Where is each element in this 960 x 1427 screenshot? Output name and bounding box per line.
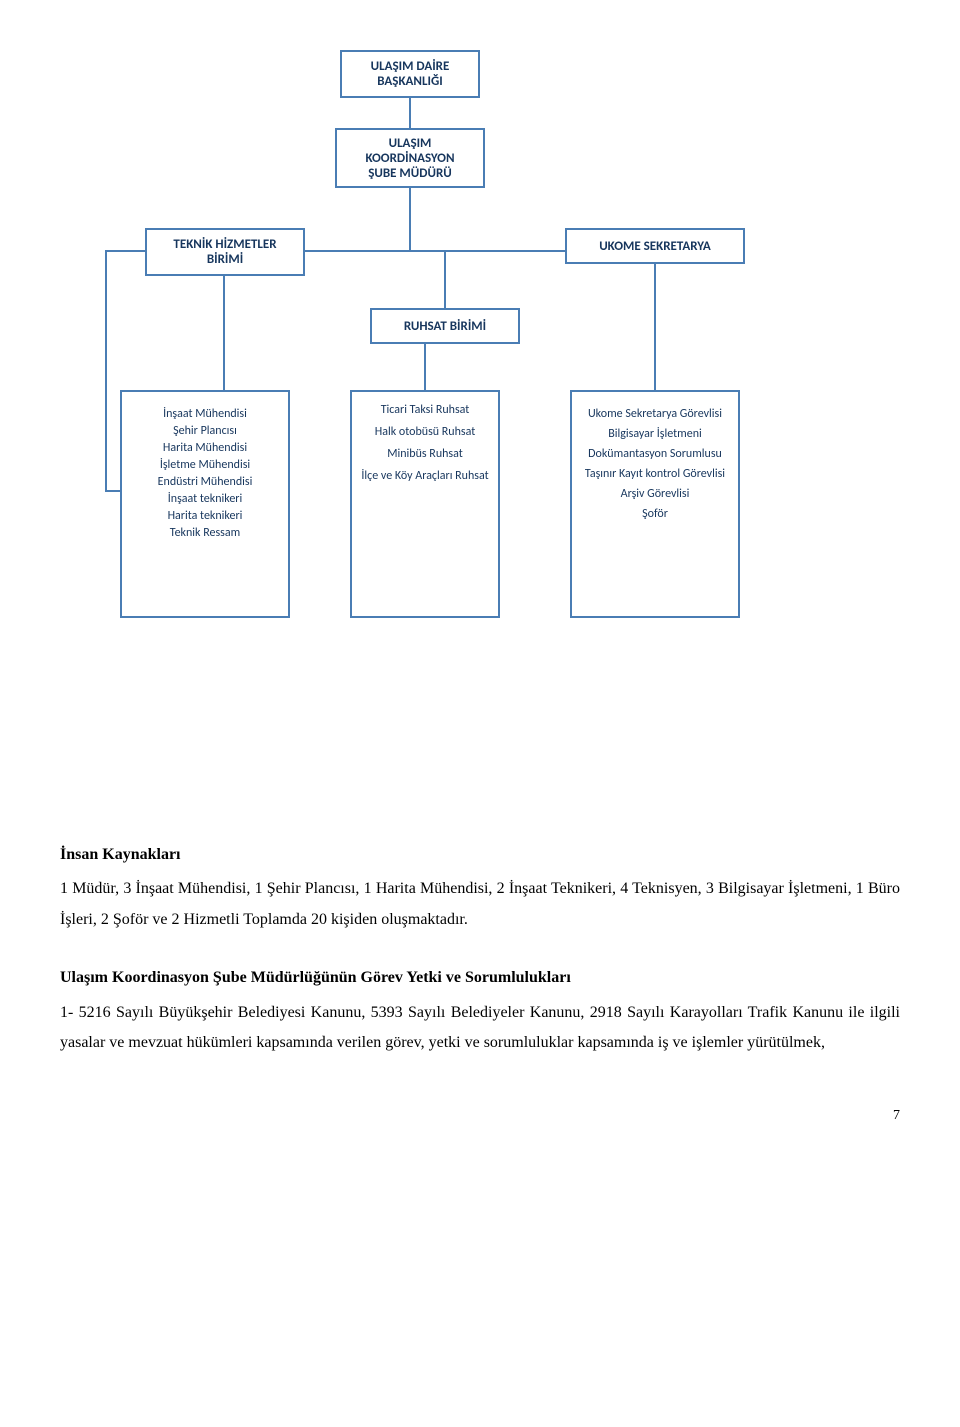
list-item: Endüstri Mühendisi [130,475,280,489]
connector [223,276,225,390]
node-line: TEKNİK HİZMETLER [173,237,276,252]
page-number: 7 [60,1108,900,1124]
paragraph: 1 Müdür, 3 İnşaat Mühendisi, 1 Şehir Pla… [60,874,900,935]
list-item: Harita teknikeri [130,509,280,523]
list-box-teknik: İnşaat Mühendisi Şehir Plancısı Harita M… [120,390,290,618]
node-root: ULAŞIM DAİRE BAŞKANLIĞI [340,50,480,98]
list-item: Harita Mühendisi [130,441,280,455]
node-line: ULAŞIM DAİRE [371,59,450,74]
node-line: ŞUBE MÜDÜRÜ [368,166,452,181]
list-item: Minibüs Ruhsat [360,447,490,461]
list-item: Taşınır Kayıt kontrol Görevlisi [580,467,730,481]
org-chart: ULAŞIM DAİRE BAŞKANLIĞI ULAŞIM KOORDİNAS… [60,50,900,800]
node-teknik: TEKNİK HİZMETLER BİRİMİ [145,228,305,276]
connector [444,250,446,308]
list-item: Şoför [580,507,730,521]
list-item: İnşaat Mühendisi [130,407,280,421]
list-item: Arşiv Görevlisi [580,487,730,501]
connector [105,490,120,492]
connector [105,250,107,492]
list-item: Bilgisayar İşletmeni [580,427,730,441]
list-item: Halk otobüsü Ruhsat [360,425,490,439]
list-item: Teknik Ressam [130,526,280,540]
node-line: KOORDİNASYON [365,151,454,166]
list-item: İşletme Mühendisi [130,458,280,472]
list-item: İlçe ve Köy Araçları Ruhsat [360,469,490,483]
body-text: İnsan Kaynakları 1 Müdür, 3 İnşaat Mühen… [60,840,900,1058]
list-box-ukome: Ukome Sekretarya Görevlisi Bilgisayar İş… [570,390,740,618]
connector [409,188,411,250]
node-line: BİRİMİ [207,252,243,267]
node-line: UKOME SEKRETARYA [599,239,711,254]
node-ukome: UKOME SEKRETARYA [565,228,745,264]
connector [424,344,426,390]
connector [409,98,411,128]
list-item: Dokümantasyon Sorumlusu [580,447,730,461]
node-line: ULAŞIM [389,136,432,151]
list-box-ruhsat: Ticari Taksi Ruhsat Halk otobüsü Ruhsat … [350,390,500,618]
node-ruhsat: RUHSAT BİRİMİ [370,308,520,344]
paragraph: 1- 5216 Sayılı Büyükşehir Belediyesi Kan… [60,998,900,1059]
heading-insan-kaynaklari: İnsan Kaynakları [60,840,900,870]
node-line: BAŞKANLIĞI [377,74,442,89]
list-item: Şehir Plancısı [130,424,280,438]
list-item: Ukome Sekretarya Görevlisi [580,407,730,421]
list-item: Ticari Taksi Ruhsat [360,403,490,417]
list-item: İnşaat teknikeri [130,492,280,506]
connector [654,264,656,390]
heading-gorev-yetki: Ulaşım Koordinasyon Şube Müdürlüğünün Gö… [60,963,900,993]
node-koord: ULAŞIM KOORDİNASYON ŞUBE MÜDÜRÜ [335,128,485,188]
node-line: RUHSAT BİRİMİ [404,319,486,334]
